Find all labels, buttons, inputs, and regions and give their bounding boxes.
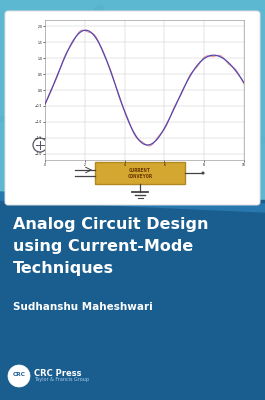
Circle shape — [145, 126, 148, 128]
Circle shape — [242, 23, 250, 31]
Circle shape — [126, 117, 129, 119]
Text: using Current-Mode: using Current-Mode — [13, 239, 193, 254]
Circle shape — [209, 150, 216, 158]
Circle shape — [240, 93, 246, 99]
Circle shape — [187, 148, 197, 159]
Circle shape — [113, 18, 120, 25]
Circle shape — [173, 128, 175, 130]
Circle shape — [142, 56, 149, 64]
Circle shape — [257, 136, 265, 144]
Circle shape — [109, 54, 120, 65]
Text: Taylor & Francis Group: Taylor & Francis Group — [34, 378, 89, 382]
Text: Analog Circuit Design: Analog Circuit Design — [13, 217, 209, 232]
Circle shape — [204, 84, 210, 90]
Text: Techniques: Techniques — [13, 261, 114, 276]
Circle shape — [111, 187, 115, 191]
Text: CONVEYOR: CONVEYOR — [127, 174, 152, 180]
Circle shape — [119, 143, 123, 148]
FancyBboxPatch shape — [5, 11, 260, 205]
Circle shape — [25, 41, 30, 46]
Circle shape — [107, 178, 112, 183]
Text: CRC: CRC — [12, 372, 25, 378]
Circle shape — [182, 87, 184, 90]
Circle shape — [156, 98, 161, 103]
Circle shape — [19, 207, 23, 212]
Circle shape — [95, 6, 104, 15]
Circle shape — [223, 104, 227, 108]
Circle shape — [13, 150, 22, 159]
Text: Sudhanshu Maheshwari: Sudhanshu Maheshwari — [13, 302, 153, 312]
Circle shape — [130, 73, 139, 82]
Circle shape — [17, 43, 23, 50]
Circle shape — [32, 155, 39, 162]
Circle shape — [10, 130, 14, 134]
Circle shape — [175, 87, 180, 92]
Circle shape — [107, 125, 117, 136]
Text: CURRENT: CURRENT — [129, 168, 151, 174]
Circle shape — [192, 88, 197, 93]
Circle shape — [8, 365, 30, 387]
Circle shape — [85, 81, 94, 90]
Text: CRC Press: CRC Press — [34, 368, 82, 378]
Circle shape — [197, 186, 199, 188]
Circle shape — [231, 195, 234, 198]
Circle shape — [180, 186, 185, 191]
Circle shape — [207, 64, 209, 66]
Circle shape — [33, 55, 44, 66]
Circle shape — [74, 152, 85, 164]
Circle shape — [151, 126, 153, 129]
Circle shape — [192, 90, 195, 94]
Circle shape — [201, 172, 205, 174]
Circle shape — [21, 142, 31, 151]
Polygon shape — [0, 192, 265, 212]
Circle shape — [95, 14, 98, 17]
Bar — [0, 200, 265, 400]
Circle shape — [162, 150, 165, 153]
Circle shape — [156, 198, 159, 200]
FancyBboxPatch shape — [95, 162, 185, 184]
Circle shape — [96, 76, 98, 78]
Circle shape — [0, 117, 4, 121]
Circle shape — [16, 70, 24, 79]
Bar — [0, 0, 265, 210]
Bar — [156, 140, 180, 150]
Circle shape — [222, 167, 228, 174]
